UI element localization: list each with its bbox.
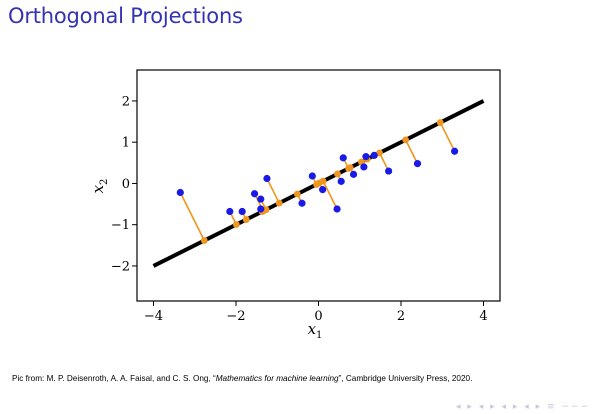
data-point <box>257 195 265 203</box>
y-tick-label: 2 <box>122 94 130 109</box>
citation-caption: Pic from: M. P. Deisenroth, A. A. Faisal… <box>12 374 582 384</box>
data-points <box>176 147 459 216</box>
data-point <box>176 188 184 197</box>
data-point <box>319 186 327 194</box>
x-tick-label: −2 <box>226 309 245 324</box>
projected-point <box>436 119 444 126</box>
projected-points <box>200 119 444 244</box>
y-tick-label: −1 <box>111 218 130 233</box>
data-point <box>257 205 265 213</box>
projection-segment <box>322 180 338 210</box>
beamer-navigation[interactable]: ◂ ▸ ◂ ▸ ◂ ▸ ◂ ▸ ≡ ∽∽∽ <box>455 402 590 412</box>
axis-ticks: −4 −2 0 2 4 −2 −1 0 1 2 <box>111 94 488 324</box>
x-tick-label: 0 <box>314 309 322 324</box>
data-point <box>370 151 378 159</box>
x-tick-label: 2 <box>397 309 405 324</box>
caption-prefix: Pic from: M. P. Deisenroth, A. A. Faisal… <box>12 374 216 383</box>
projected-point <box>293 190 301 198</box>
data-point <box>413 160 422 168</box>
projection-segment <box>404 139 419 164</box>
projected-point <box>200 237 208 244</box>
projected-point <box>334 170 341 178</box>
data-point <box>349 170 358 178</box>
y-tick-label: −2 <box>111 259 130 274</box>
y-tick-label: 0 <box>122 177 130 192</box>
caption-book-title: Mathematics for machine learning <box>215 374 339 383</box>
data-point <box>333 205 341 213</box>
data-point <box>308 172 316 180</box>
y-axis-label: x2 <box>89 179 110 194</box>
slide-title: Orthogonal Projections <box>8 4 243 28</box>
x-tick-label: 4 <box>479 309 487 324</box>
projected-point <box>346 164 354 171</box>
projected-point <box>232 221 240 228</box>
data-point <box>451 147 459 155</box>
projection-segment <box>179 192 206 241</box>
projection-segment <box>439 122 456 152</box>
data-point <box>339 154 347 162</box>
data-point <box>238 207 246 216</box>
data-point <box>360 163 368 171</box>
data-point <box>362 153 370 161</box>
data-point <box>263 174 271 183</box>
projected-point <box>319 177 327 185</box>
projected-point <box>402 136 410 144</box>
projected-point <box>376 149 383 157</box>
data-point <box>226 207 234 216</box>
projected-point <box>242 216 250 223</box>
data-point <box>298 199 306 207</box>
caption-suffix: ”, Cambridge University Press, 2020. <box>338 374 473 383</box>
data-point <box>385 167 393 175</box>
data-point <box>250 190 259 198</box>
data-point <box>337 177 345 185</box>
projection-segment <box>266 178 280 204</box>
projected-point <box>275 199 283 207</box>
y-tick-label: 1 <box>122 136 130 151</box>
x-tick-label: −4 <box>144 309 163 324</box>
